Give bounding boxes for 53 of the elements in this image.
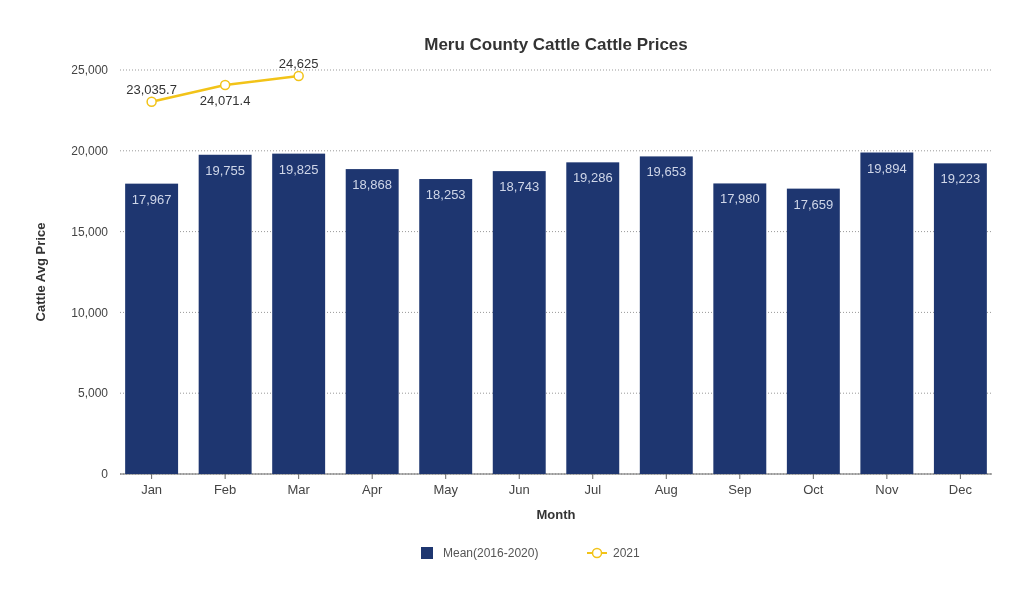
- data-label: 19,286: [572, 170, 613, 186]
- bar: [272, 153, 326, 474]
- bar: [198, 154, 252, 474]
- bar: [639, 156, 693, 474]
- bar: [125, 183, 179, 474]
- point: [146, 96, 157, 107]
- point: [293, 70, 304, 82]
- bar: [566, 162, 620, 474]
- x-tick-label: Aug: [654, 482, 678, 497]
- data-label: 24,071.4: [199, 93, 251, 109]
- x-tick-label: Nov: [875, 482, 899, 497]
- data-label: 19,755: [205, 162, 246, 178]
- data-label: 23,035.7: [126, 81, 177, 97]
- bar: [933, 163, 987, 474]
- y-tick-label: 20,000: [71, 144, 109, 158]
- y-tick-label: 25,000: [71, 63, 109, 78]
- x-tick-label: Feb: [213, 482, 237, 497]
- legend-label: Mean(2016-2020): [443, 546, 539, 561]
- bar: [713, 183, 767, 474]
- y-tick-label: 5,000: [77, 386, 109, 401]
- data-label: 17,967: [131, 191, 172, 207]
- bar: [345, 169, 399, 474]
- y-tick-label: 10,000: [71, 305, 109, 320]
- y-tick-label: 15,000: [71, 224, 109, 239]
- y-axis-title: Cattle Avg Price: [33, 222, 48, 322]
- chart-title: Meru County Cattle Cattle Prices: [424, 35, 688, 54]
- x-tick-label: Jan: [141, 482, 163, 497]
- data-label: 19,223: [940, 171, 981, 187]
- x-tick-label: Oct: [803, 482, 824, 497]
- x-tick-label: Mar: [287, 482, 311, 497]
- data-label: 24,625: [278, 56, 319, 72]
- data-label: 18,253: [425, 187, 466, 203]
- data-label: 19,825: [278, 161, 319, 177]
- x-tick-label: May: [433, 482, 459, 497]
- data-label: 18,743: [499, 179, 540, 195]
- bar: [786, 188, 840, 474]
- x-axis-title: Month: [536, 507, 576, 522]
- x-tick-label: Apr: [362, 482, 383, 497]
- data-label: 17,980: [719, 191, 760, 207]
- x-tick-label: Sep: [728, 482, 752, 497]
- data-label: 19,894: [866, 160, 907, 176]
- y-tick-label: 0: [101, 467, 109, 482]
- legend-label: 2021: [613, 546, 641, 561]
- bar: [860, 152, 914, 474]
- x-tick-label: Dec: [948, 482, 973, 497]
- data-label: 19,653: [646, 164, 687, 180]
- data-label: 17,659: [793, 196, 834, 212]
- x-tick-label: Jul: [584, 482, 602, 497]
- point: [219, 79, 231, 91]
- x-tick-label: Jun: [508, 482, 530, 497]
- bar: [492, 171, 546, 474]
- bar: [419, 179, 473, 474]
- data-label: 18,868: [352, 177, 393, 193]
